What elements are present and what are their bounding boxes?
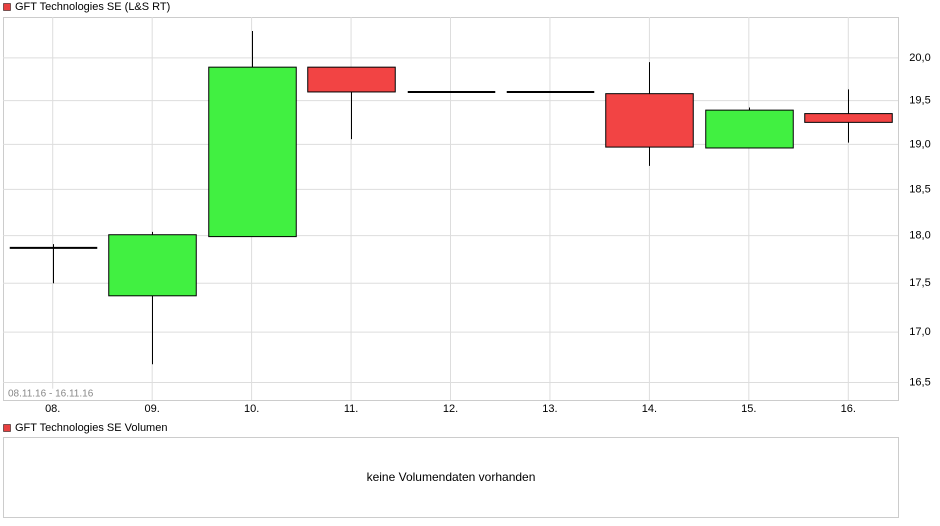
x-tick-label: 13. (542, 403, 557, 415)
candle-body (605, 93, 694, 148)
y-tick-label: 19,5 (909, 94, 930, 106)
y-tick-label: 19,0 (909, 138, 930, 150)
date-range: 08.11.16 - 16.11.16 (8, 389, 94, 400)
y-tick-label: 18,5 (909, 183, 930, 195)
x-tick-label: 15. (741, 403, 756, 415)
x-tick-label: 11. (344, 403, 358, 415)
candle-body (108, 234, 197, 297)
chart-title: GFT Technologies SE (L&S RT) (15, 1, 170, 13)
volume-title: GFT Technologies SE Volumen (15, 422, 167, 434)
x-tick-label: 08. (45, 403, 60, 415)
y-tick-label: 17,0 (909, 326, 930, 338)
legend-marker (3, 424, 11, 432)
y-tick-label: 16,5 (909, 376, 930, 388)
x-tick-label: 16. (841, 403, 856, 415)
volume-frame (3, 437, 899, 518)
candle-body (705, 109, 794, 149)
legend-marker (3, 3, 11, 11)
y-tick-label: 20,0 (909, 52, 930, 64)
date-range-bg (6, 388, 96, 400)
y-tick-label: 17,5 (909, 277, 930, 289)
candle-body (307, 66, 396, 93)
candle-body (208, 66, 297, 238)
x-tick-label: 09. (145, 403, 160, 415)
candle-body (804, 113, 893, 123)
y-tick-label: 18,0 (909, 230, 930, 242)
x-tick-label: 10. (244, 403, 259, 415)
x-tick-label: 12. (443, 403, 458, 415)
x-tick-label: 14. (642, 403, 657, 415)
volume-note: keine Volumendaten vorhanden (367, 470, 536, 484)
